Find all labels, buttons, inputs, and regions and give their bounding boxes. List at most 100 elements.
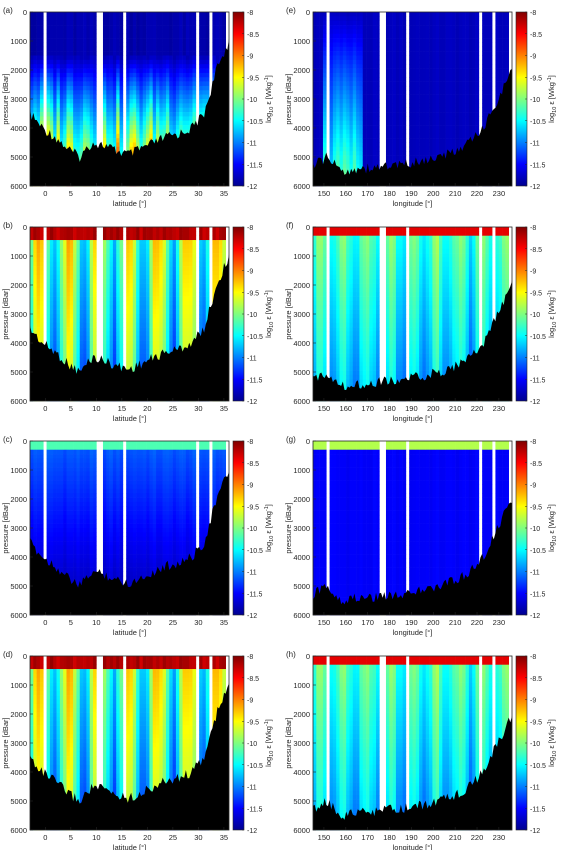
heatmap-cell	[119, 85, 124, 91]
heatmap-cell	[136, 107, 140, 113]
heatmap-cell	[139, 90, 144, 95]
heatmap-cell	[222, 231, 226, 236]
heatmap-cell	[102, 42, 107, 48]
heatmap-cell	[185, 235, 190, 241]
heatmap-cell	[222, 253, 226, 258]
heatmap-cell	[112, 274, 117, 280]
heatmap-cell	[142, 51, 147, 56]
heatmap-cell	[159, 322, 163, 328]
heatmap-cell	[169, 340, 173, 345]
heatmap-cell	[189, 51, 193, 56]
heatmap-cell	[93, 85, 97, 91]
heatmap-cell	[159, 77, 163, 82]
heatmap-cell	[30, 248, 34, 254]
heatmap-cell	[192, 46, 197, 52]
heatmap-cell	[132, 261, 137, 267]
heatmap-cell	[59, 558, 64, 564]
heatmap-cell	[185, 240, 190, 245]
heatmap-cell	[39, 519, 44, 524]
heatmap-cell	[63, 253, 67, 258]
heatmap-cell	[172, 72, 177, 78]
heatmap-cell	[86, 59, 90, 65]
heatmap-cell	[69, 549, 74, 555]
heatmap-cell	[142, 344, 147, 350]
heatmap-cell	[39, 309, 44, 315]
heatmap-cell	[152, 300, 157, 306]
heatmap-cell	[175, 77, 180, 82]
heatmap-cell	[73, 81, 77, 87]
heatmap-cell	[189, 331, 193, 337]
heatmap-cell	[109, 38, 114, 43]
heatmap-cell	[179, 309, 183, 315]
heatmap-cell	[159, 257, 163, 263]
heatmap-cell	[112, 142, 117, 148]
heatmap-cell	[149, 77, 154, 82]
heatmap-cell	[192, 38, 197, 43]
heatmap-cell	[39, 467, 44, 472]
heatmap-cell	[93, 68, 97, 74]
heatmap-cell	[66, 567, 71, 572]
heatmap-cell	[69, 42, 74, 48]
heatmap-cell	[146, 235, 150, 241]
heatmap-cell	[93, 33, 97, 39]
heatmap-cell	[102, 107, 107, 113]
heatmap-cell	[63, 46, 67, 52]
heatmap-cell	[156, 38, 160, 43]
heatmap-cell	[142, 59, 147, 65]
heatmap-cell	[129, 90, 134, 95]
heatmap-cell	[79, 20, 84, 26]
heatmap-cell	[109, 103, 114, 108]
heatmap-cell	[129, 125, 134, 130]
heatmap-cell	[102, 90, 107, 95]
heatmap-cell	[30, 68, 34, 74]
heatmap-cell	[69, 253, 74, 258]
heatmap-cell	[116, 227, 120, 232]
heatmap-cell	[89, 353, 94, 358]
heatmap-cell	[106, 116, 110, 122]
heatmap-cell	[83, 562, 87, 568]
heatmap-cell	[119, 112, 124, 117]
heatmap-cell	[149, 240, 154, 245]
heatmap-cell	[83, 133, 87, 139]
heatmap-cell	[59, 454, 64, 459]
heatmap-cell	[69, 55, 74, 61]
heatmap-cell	[106, 287, 110, 293]
heatmap-cell	[76, 340, 81, 345]
heatmap-cell	[59, 523, 64, 529]
heatmap-cell	[86, 309, 90, 315]
heatmap-cell	[76, 274, 81, 280]
heatmap-cell	[46, 244, 51, 250]
heatmap-cell	[33, 488, 37, 494]
heatmap-cell	[39, 475, 44, 481]
heatmap-cell	[112, 340, 117, 345]
heatmap-cell	[49, 244, 54, 250]
heatmap-cell	[33, 305, 37, 310]
heatmap-cell	[76, 81, 81, 87]
heatmap-cell	[53, 532, 57, 537]
heatmap-cell	[215, 248, 220, 254]
heatmap-cell	[219, 253, 223, 258]
heatmap-cell	[159, 12, 163, 17]
heatmap-cell	[59, 274, 64, 280]
heatmap-cell	[30, 458, 34, 464]
heatmap-cell	[119, 361, 124, 367]
heatmap-cell	[146, 25, 150, 30]
heatmap-cell	[159, 261, 163, 267]
heatmap-cell	[83, 99, 87, 104]
heatmap-cell	[56, 562, 61, 568]
heatmap-cell	[116, 361, 120, 367]
heatmap-cell	[53, 558, 57, 564]
heatmap-cell	[199, 42, 203, 48]
heatmap-cell	[59, 231, 64, 236]
heatmap-cell	[172, 340, 177, 345]
heatmap-cell	[132, 292, 137, 297]
heatmap-cell	[175, 253, 180, 258]
heatmap-cell	[126, 270, 130, 276]
heatmap-cell	[106, 305, 110, 310]
heatmap-cell	[63, 567, 67, 572]
heatmap-cell	[63, 571, 67, 577]
heatmap-cell	[106, 120, 110, 126]
heatmap-cell	[33, 99, 37, 104]
heatmap-cell	[76, 318, 81, 323]
heatmap-cell	[182, 99, 187, 104]
